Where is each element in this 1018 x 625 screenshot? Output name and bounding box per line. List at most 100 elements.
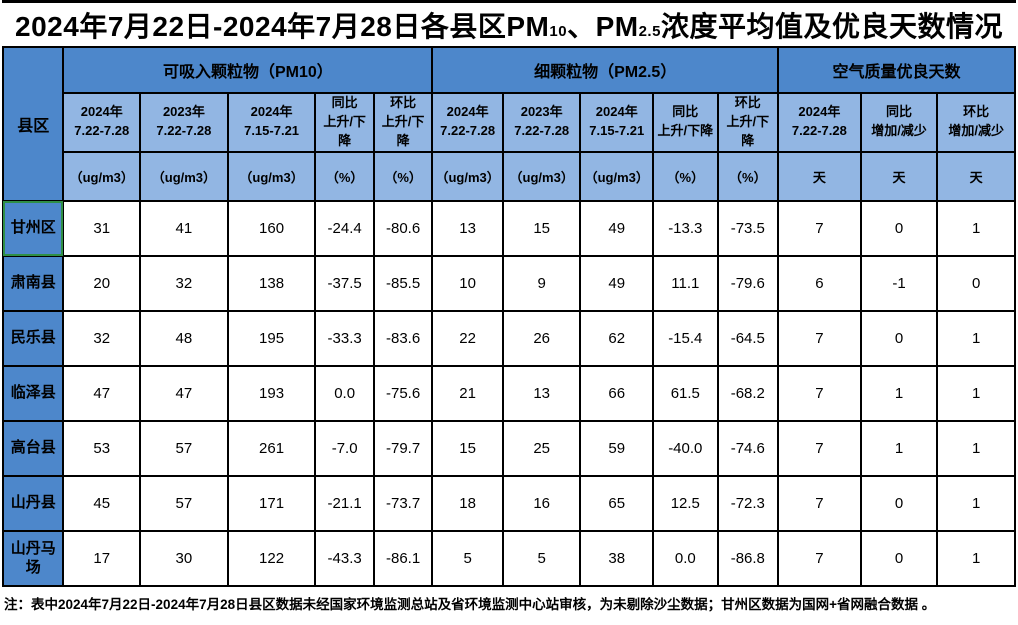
group-header-good-days[interactable]: 空气质量优良天数 (777, 46, 1016, 94)
data-cell[interactable]: 160 (226, 199, 317, 257)
data-cell[interactable]: -73.7 (372, 474, 434, 532)
data-cell[interactable]: -21.1 (314, 474, 375, 532)
unit-days-1[interactable]: 天 (859, 150, 939, 202)
data-cell[interactable]: 25 (501, 419, 582, 477)
data-cell[interactable]: 10 (431, 254, 504, 312)
data-cell[interactable]: -37.5 (314, 254, 375, 312)
data-cell[interactable]: -40.0 (652, 419, 719, 477)
data-cell[interactable]: 53 (62, 419, 142, 477)
unit-pm10-4[interactable]: （%） (372, 150, 434, 202)
subheader-pm25-3[interactable]: 同比 上升/下降 (652, 92, 719, 153)
county-cell[interactable]: 高台县 (1, 419, 65, 477)
unit-days-2[interactable]: 天 (936, 150, 1016, 202)
data-cell[interactable]: 57 (139, 474, 229, 532)
data-cell[interactable]: 62 (579, 309, 655, 367)
unit-pm10-2[interactable]: （ug/m3） (226, 150, 317, 202)
data-cell[interactable]: 261 (226, 419, 317, 477)
data-cell[interactable]: 41 (139, 199, 229, 257)
unit-pm25-4[interactable]: （%） (716, 150, 780, 202)
subheader-days-2[interactable]: 环比 增加/减少 (936, 92, 1016, 153)
unit-pm10-3[interactable]: （%） (314, 150, 375, 202)
data-cell[interactable]: 32 (62, 309, 142, 367)
unit-pm25-1[interactable]: （ug/m3） (501, 150, 582, 202)
data-cell[interactable]: 48 (139, 309, 229, 367)
data-cell[interactable]: 5 (431, 529, 504, 587)
data-cell[interactable]: 6 (777, 254, 862, 312)
data-cell[interactable]: -80.6 (372, 199, 434, 257)
data-cell[interactable]: 59 (579, 419, 655, 477)
unit-pm25-3[interactable]: （%） (652, 150, 719, 202)
data-cell[interactable]: 0.0 (314, 364, 375, 422)
unit-pm25-2[interactable]: （ug/m3） (579, 150, 655, 202)
data-cell[interactable]: -86.1 (372, 529, 434, 587)
data-cell[interactable]: 7 (777, 364, 862, 422)
data-cell[interactable]: 11.1 (652, 254, 719, 312)
data-cell[interactable]: 32 (139, 254, 229, 312)
data-cell[interactable]: 1 (859, 364, 939, 422)
subheader-pm10-3[interactable]: 同比 上升/下降 (314, 92, 375, 153)
data-cell[interactable]: 195 (226, 309, 317, 367)
data-cell[interactable]: 1 (936, 529, 1016, 587)
subheader-pm25-0[interactable]: 2024年 7.22-7.28 (431, 92, 504, 153)
data-cell[interactable]: 1 (936, 419, 1016, 477)
data-cell[interactable]: 1 (936, 199, 1016, 257)
data-cell[interactable]: 13 (501, 364, 582, 422)
data-cell[interactable]: -75.6 (372, 364, 434, 422)
data-cell[interactable]: 193 (226, 364, 317, 422)
group-header-pm10[interactable]: 可吸入颗粒物（PM10） (62, 46, 434, 94)
data-cell[interactable]: -24.4 (314, 199, 375, 257)
data-cell[interactable]: 49 (579, 199, 655, 257)
data-cell[interactable]: 38 (579, 529, 655, 587)
data-cell[interactable]: 16 (501, 474, 582, 532)
data-cell[interactable]: 122 (226, 529, 317, 587)
data-cell[interactable]: 12.5 (652, 474, 719, 532)
data-cell[interactable]: 47 (62, 364, 142, 422)
data-cell[interactable]: 0 (859, 199, 939, 257)
data-cell[interactable]: 30 (139, 529, 229, 587)
data-cell[interactable]: 7 (777, 419, 862, 477)
data-cell[interactable]: -64.5 (716, 309, 780, 367)
subheader-pm25-2[interactable]: 2024年 7.15-7.21 (579, 92, 655, 153)
subheader-pm10-0[interactable]: 2024年 7.22-7.28 (62, 92, 142, 153)
data-cell[interactable]: -79.6 (716, 254, 780, 312)
data-cell[interactable]: 18 (431, 474, 504, 532)
data-cell[interactable]: 47 (139, 364, 229, 422)
county-cell[interactable]: 甘州区 (1, 199, 65, 257)
county-column-header[interactable]: 县区 (1, 46, 65, 202)
subheader-days-1[interactable]: 同比 增加/减少 (859, 92, 939, 153)
data-cell[interactable]: 0 (859, 529, 939, 587)
group-header-pm25[interactable]: 细颗粒物（PM2.5） (431, 46, 780, 94)
subheader-pm10-4[interactable]: 环比 上升/下降 (372, 92, 434, 153)
data-cell[interactable]: -13.3 (652, 199, 719, 257)
county-cell[interactable]: 山丹县 (1, 474, 65, 532)
data-cell[interactable]: 0.0 (652, 529, 719, 587)
data-cell[interactable]: 66 (579, 364, 655, 422)
subheader-pm10-2[interactable]: 2024年 7.15-7.21 (226, 92, 317, 153)
data-cell[interactable]: -86.8 (716, 529, 780, 587)
unit-pm10-1[interactable]: （ug/m3） (139, 150, 229, 202)
data-cell[interactable]: 171 (226, 474, 317, 532)
data-cell[interactable]: 21 (431, 364, 504, 422)
data-cell[interactable]: -72.3 (716, 474, 780, 532)
county-cell[interactable]: 民乐县 (1, 309, 65, 367)
data-cell[interactable]: -43.3 (314, 529, 375, 587)
data-cell[interactable]: 26 (501, 309, 582, 367)
data-cell[interactable]: 7 (777, 474, 862, 532)
unit-days-0[interactable]: 天 (777, 150, 862, 202)
data-cell[interactable]: 49 (579, 254, 655, 312)
data-cell[interactable]: -7.0 (314, 419, 375, 477)
data-cell[interactable]: -74.6 (716, 419, 780, 477)
data-cell[interactable]: 13 (431, 199, 504, 257)
data-cell[interactable]: 45 (62, 474, 142, 532)
data-cell[interactable]: -85.5 (372, 254, 434, 312)
data-cell[interactable]: 0 (859, 474, 939, 532)
data-cell[interactable]: 1 (859, 419, 939, 477)
data-cell[interactable]: -33.3 (314, 309, 375, 367)
data-cell[interactable]: -68.2 (716, 364, 780, 422)
county-cell[interactable]: 临泽县 (1, 364, 65, 422)
data-cell[interactable]: 1 (936, 309, 1016, 367)
data-cell[interactable]: 15 (501, 199, 582, 257)
subheader-pm25-1[interactable]: 2023年 7.22-7.28 (501, 92, 582, 153)
data-cell[interactable]: 5 (501, 529, 582, 587)
data-cell[interactable]: 7 (777, 199, 862, 257)
